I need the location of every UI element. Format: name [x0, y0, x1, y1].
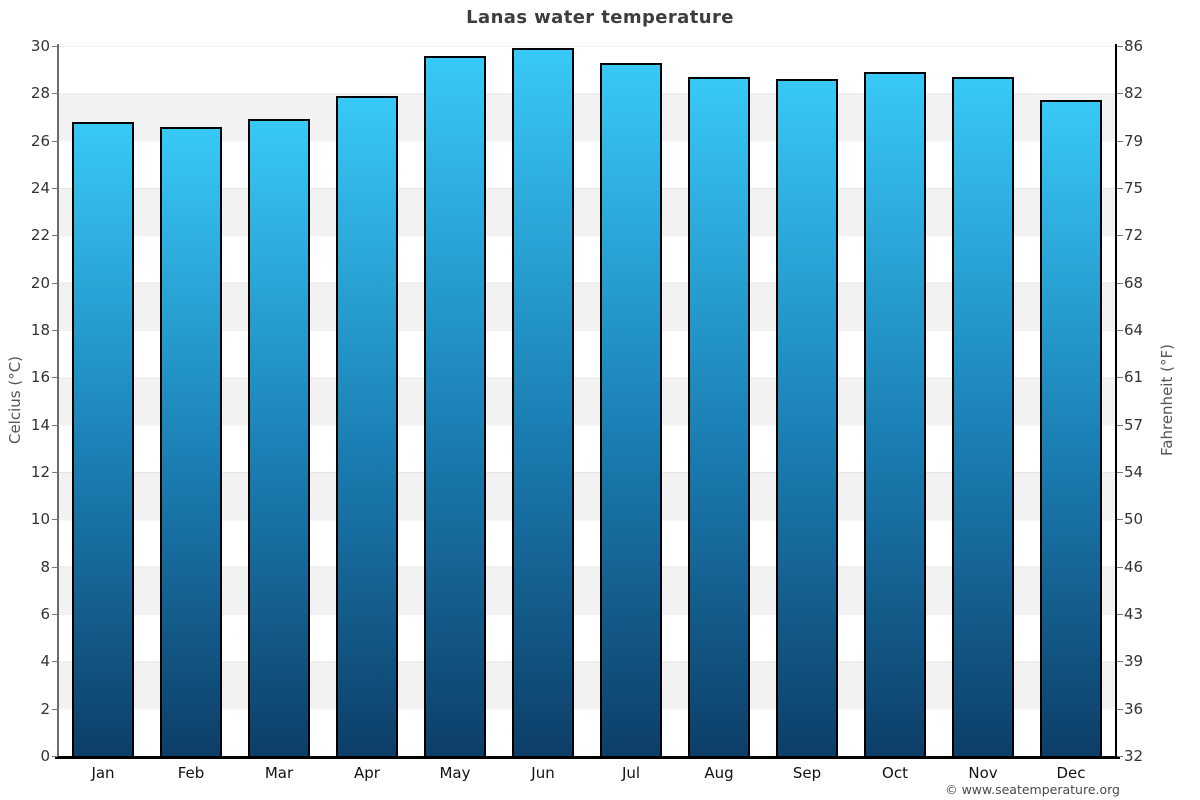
left-tick-label-30: 30 — [30, 37, 50, 55]
bar-jun — [512, 48, 574, 756]
left-tick-label-20: 20 — [30, 273, 50, 292]
x-label-jan: Jan — [91, 764, 115, 782]
right-tick-mark — [1117, 519, 1123, 521]
left-tick-label-26: 26 — [30, 131, 50, 150]
right-tick-label-32: 32 — [1124, 747, 1144, 765]
left-tick-label-18: 18 — [30, 321, 50, 339]
left-tick-label-8: 8 — [40, 557, 50, 576]
right-tick-label-50: 50 — [1124, 510, 1144, 529]
plot-area — [59, 46, 1115, 756]
left-tick-label-22: 22 — [30, 226, 50, 245]
bar-mar — [248, 119, 310, 756]
right-tick-label-68: 68 — [1124, 273, 1144, 292]
right-tick-label-82: 82 — [1124, 84, 1144, 103]
x-label-jul: Jul — [621, 764, 641, 782]
bar-dec — [1040, 100, 1102, 756]
bar-aug — [688, 76, 750, 756]
left-tick-label-0: 0 — [40, 747, 50, 765]
left-tick-mark — [52, 330, 58, 331]
left-tick-label-24: 24 — [30, 179, 50, 197]
right-tick-mark — [1117, 377, 1123, 379]
right-axis-line — [1115, 44, 1117, 758]
bar-apr — [336, 95, 398, 756]
x-label-dec: Dec — [1056, 764, 1086, 782]
chart-title: Lanas water temperature — [466, 7, 734, 28]
left-tick-mark — [52, 661, 58, 663]
bar-sep — [776, 79, 838, 756]
left-tick-mark — [52, 566, 58, 568]
right-tick-label-43: 43 — [1124, 605, 1144, 623]
left-tick-mark — [52, 188, 58, 189]
bar-jan — [72, 121, 134, 756]
left-tick-mark — [52, 46, 58, 47]
bar-oct — [864, 72, 926, 756]
left-tick-mark — [52, 282, 58, 284]
x-label-sep: Sep — [792, 764, 822, 782]
right-tick-label-46: 46 — [1124, 557, 1144, 576]
x-label-mar: Mar — [264, 764, 294, 782]
left-tick-label-10: 10 — [30, 510, 50, 529]
x-label-jun: Jun — [531, 764, 555, 782]
x-label-oct: Oct — [882, 764, 908, 782]
right-tick-mark — [1117, 424, 1123, 426]
x-label-nov: Nov — [968, 764, 998, 782]
right-tick-label-61: 61 — [1124, 368, 1144, 387]
right-tick-label-64: 64 — [1124, 321, 1144, 339]
left-tick-label-2: 2 — [40, 699, 50, 718]
left-tick-mark — [52, 424, 58, 426]
left-tick-mark — [52, 519, 58, 521]
bar-nov — [952, 76, 1014, 756]
bar-may — [424, 55, 486, 756]
left-axis-line — [57, 44, 59, 758]
footer-credit-link[interactable]: © www.seatemperature.org — [945, 782, 1120, 797]
left-tick-mark — [52, 614, 58, 615]
right-tick-mark — [1117, 472, 1123, 473]
left-tick-mark — [52, 140, 58, 142]
right-tick-mark — [1117, 708, 1123, 710]
right-tick-label-86: 86 — [1124, 37, 1144, 55]
left-tick-mark — [52, 377, 58, 379]
right-tick-label-36: 36 — [1124, 699, 1144, 718]
right-tick-label-39: 39 — [1124, 652, 1144, 671]
left-tick-mark — [52, 756, 58, 757]
left-tick-label-12: 12 — [30, 463, 50, 481]
right-tick-mark — [1117, 188, 1123, 189]
bar-jul — [600, 62, 662, 756]
right-tick-mark — [1117, 661, 1123, 663]
left-tick-mark — [52, 93, 58, 95]
x-label-aug: Aug — [704, 764, 734, 782]
left-tick-label-14: 14 — [30, 415, 50, 434]
bar-feb — [160, 126, 222, 756]
right-tick-label-75: 75 — [1124, 179, 1144, 197]
right-tick-mark — [1117, 282, 1123, 284]
left-tick-label-28: 28 — [30, 84, 50, 103]
right-tick-mark — [1117, 235, 1123, 237]
right-tick-label-54: 54 — [1124, 463, 1144, 481]
right-tick-mark — [1117, 140, 1123, 142]
right-tick-mark — [1117, 614, 1123, 615]
bottom-axis-line — [55, 756, 1120, 759]
left-tick-mark — [52, 708, 58, 710]
right-tick-mark — [1117, 330, 1123, 331]
left-tick-label-16: 16 — [30, 368, 50, 387]
x-label-feb: Feb — [177, 764, 205, 782]
right-tick-label-57: 57 — [1124, 415, 1144, 434]
right-tick-mark — [1117, 756, 1123, 757]
right-tick-label-72: 72 — [1124, 226, 1144, 245]
right-tick-label-79: 79 — [1124, 131, 1144, 150]
right-axis-title: Fahrenheit (°F) — [1158, 344, 1176, 456]
right-tick-mark — [1117, 566, 1123, 568]
x-label-may: May — [439, 764, 471, 782]
right-tick-mark — [1117, 46, 1123, 47]
x-label-apr: Apr — [354, 764, 380, 782]
left-tick-label-6: 6 — [40, 605, 50, 623]
right-tick-mark — [1117, 93, 1123, 95]
left-tick-mark — [52, 472, 58, 473]
left-tick-label-4: 4 — [40, 652, 50, 671]
left-tick-mark — [52, 235, 58, 237]
